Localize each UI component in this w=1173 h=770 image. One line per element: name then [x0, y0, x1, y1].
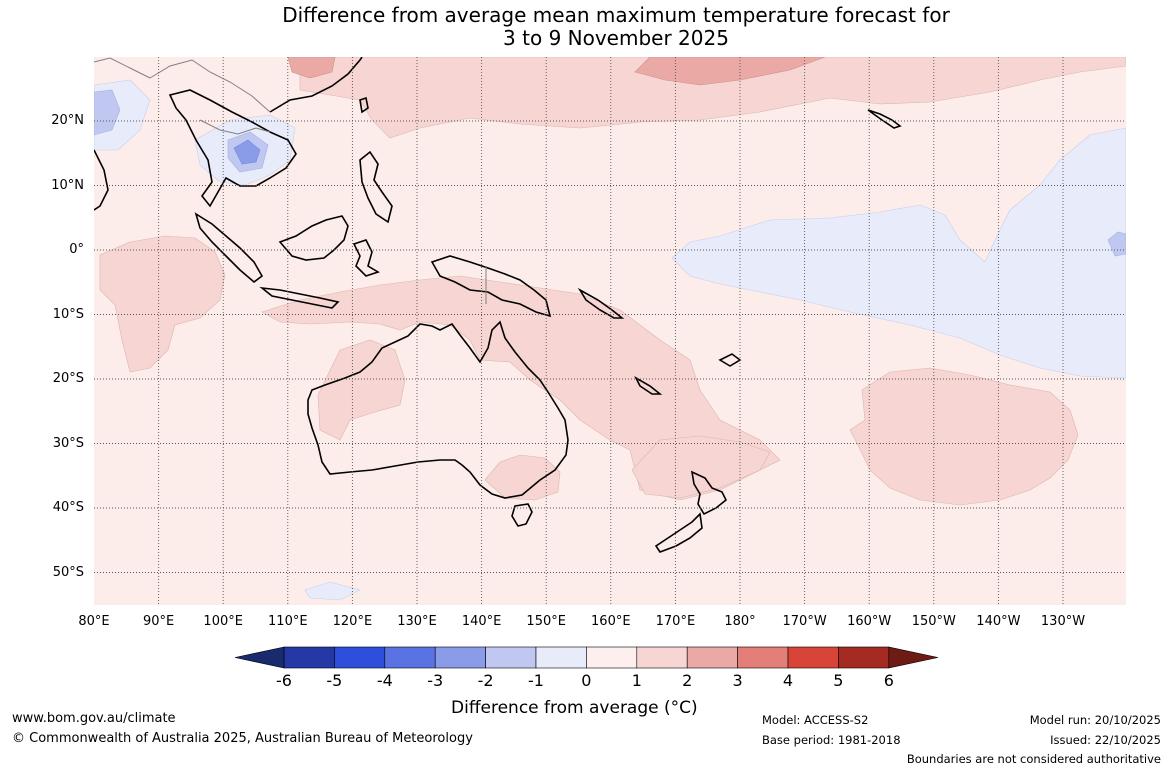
colorbar-tick: 1	[631, 671, 642, 690]
lat-label: 0°	[69, 242, 84, 257]
lat-label: 20°N	[51, 113, 84, 128]
colorbar-tick: 2	[682, 671, 693, 690]
lon-label: 180°	[724, 614, 756, 629]
footer-url[interactable]: www.bom.gov.au/climate	[12, 711, 176, 726]
coastlines	[94, 57, 902, 553]
anomaly-layer	[94, 57, 1126, 601]
lon-label: 130°E	[397, 614, 437, 629]
colorbar	[234, 646, 939, 669]
lon-label: 110°E	[268, 614, 308, 629]
borneo-coastline	[278, 215, 349, 261]
lon-label: 150°E	[526, 614, 566, 629]
new-guinea-coastline	[430, 255, 552, 318]
colorbar-swatch	[686, 646, 738, 669]
indochina-coastline	[168, 89, 297, 208]
colorbar-tick: -2	[477, 671, 494, 690]
colorbar-over-arrow	[888, 646, 939, 669]
colorbar-swatch	[636, 646, 688, 669]
lat-label: 50°S	[52, 564, 84, 580]
lat-label: 30°S	[52, 435, 84, 451]
warm-region-tasman	[631, 435, 771, 499]
colorbar-swatch	[485, 646, 537, 669]
colorbar-tick: 4	[782, 671, 794, 690]
warm-region-2-3-north	[634, 57, 826, 86]
hawaii-coastline	[867, 109, 902, 129]
lon-label: 170°E	[655, 614, 696, 629]
colorbar-tick: -6	[276, 671, 292, 690]
lon-label: 130°W	[1040, 614, 1086, 629]
solomons-coastline	[577, 287, 625, 319]
gridlines	[94, 57, 1126, 605]
new-caledonia-coastline	[634, 375, 663, 395]
colorbar-tick: 3	[732, 671, 743, 690]
lon-label: 160°E	[591, 614, 631, 629]
india-coastline	[94, 149, 109, 211]
colorbar-tick: 5	[833, 671, 844, 690]
sulawesi-coastline	[352, 239, 380, 277]
cool-region-small-south	[304, 581, 361, 601]
colorbar-swatch	[434, 646, 486, 669]
java-coastline	[259, 286, 340, 309]
warm-region-2-3-china	[287, 57, 336, 79]
lon-label: 140°W	[976, 614, 1021, 629]
colorbar-swatch	[283, 646, 335, 669]
lon-label: 160°W	[847, 614, 892, 629]
china-coastline	[269, 57, 363, 113]
colorbar-tick: -5	[326, 671, 343, 690]
lon-label: 140°E	[461, 614, 502, 629]
colorbar-tick: -3	[427, 671, 444, 690]
colorbar-swatch	[838, 646, 890, 669]
chart-title: Difference from average mean maximum tem…	[0, 4, 1173, 50]
footer-copyright: © Commonwealth of Australia 2025, Austra…	[12, 731, 473, 746]
footer-model: Model: ACCESS-S2	[762, 713, 869, 727]
cool-region-3-2-indochina	[233, 139, 261, 165]
footer-disclaimer: Boundaries are not considered authoritat…	[906, 752, 1161, 766]
lon-label: 90°E	[142, 614, 175, 629]
colorbar-tick: -4	[376, 671, 393, 690]
colorbar-swatch	[586, 646, 638, 669]
lat-label: 10°N	[51, 177, 84, 193]
warm-region-western-australia	[317, 339, 406, 441]
lon-label: 100°E	[203, 614, 243, 629]
cool-region-equatorial-pacific	[671, 127, 1126, 379]
lon-label: 150°W	[911, 614, 956, 629]
title-line-2: 3 to 9 November 2025	[503, 26, 729, 50]
colorbar-swatch	[334, 646, 386, 669]
lat-label: 20°S	[52, 371, 84, 386]
country-borders	[94, 57, 487, 304]
footer-model-run: Model run: 20/10/2025	[1029, 713, 1161, 727]
colorbar-tick: 6	[883, 671, 894, 690]
lon-label: 120°E	[332, 614, 373, 629]
philippines-coastline	[359, 150, 393, 224]
australia-coastline	[307, 320, 569, 499]
warm-region-indian-ocean	[99, 235, 226, 373]
sumatra-coastline	[194, 212, 264, 284]
cool-region-2-1-pacific	[1107, 231, 1126, 257]
lat-label: 40°S	[52, 500, 84, 515]
colorbar-under-arrow	[234, 646, 285, 669]
colorbar-swatch	[384, 646, 436, 669]
lat-label: 10°S	[52, 306, 84, 322]
title-line-1: Difference from average mean maximum tem…	[282, 3, 950, 27]
colorbar-label: Difference from average (°C)	[451, 698, 698, 718]
new-zealand-south-coastline	[654, 512, 703, 553]
footer-base-period: Base period: 1981-2018	[762, 733, 901, 747]
colorbar-swatch	[535, 646, 587, 669]
warm-region-southern-australia	[484, 454, 561, 501]
colorbar-tick: 0	[581, 671, 592, 690]
cool-region-2-1-bengal	[94, 89, 121, 136]
warm-region-south-pacific	[849, 367, 1079, 506]
colorbar-swatch	[787, 646, 839, 669]
colorbar-swatch	[737, 646, 789, 669]
tasmania-coastline	[511, 503, 533, 527]
lon-label: 80°E	[78, 614, 110, 629]
taiwan-coastline	[359, 96, 369, 114]
footer-issued: Issued: 22/10/2025	[1050, 733, 1161, 747]
lon-label: 170°W	[782, 614, 827, 629]
colorbar-tick: -1	[528, 671, 544, 690]
